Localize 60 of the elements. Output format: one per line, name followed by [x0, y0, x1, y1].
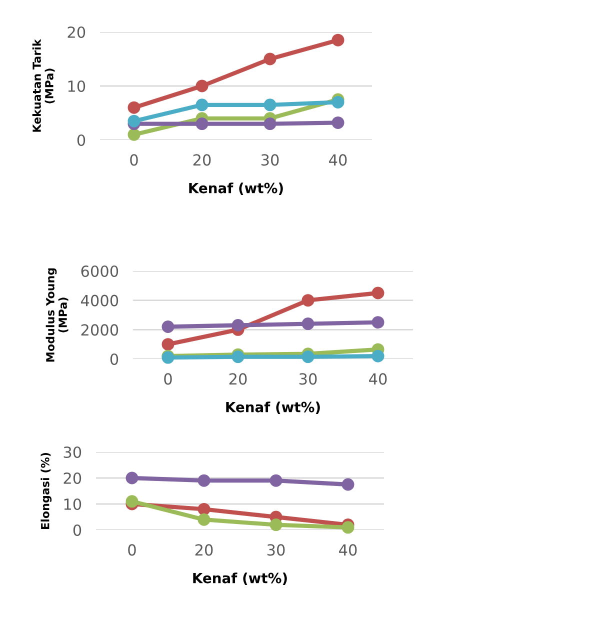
- point: [270, 474, 282, 487]
- y-tick-label: 10: [64, 498, 82, 510]
- point: [270, 518, 282, 532]
- point: [232, 350, 244, 364]
- point: [372, 350, 384, 362]
- x-tick-label: 20: [193, 154, 211, 166]
- point: [198, 513, 210, 526]
- point: [232, 319, 244, 332]
- y-tick-label: 10: [68, 80, 86, 92]
- point: [342, 478, 354, 491]
- y-tick-label: 4000: [80, 294, 118, 306]
- x-tick-label: 30: [299, 373, 317, 385]
- x-tick-label: 0: [130, 154, 138, 166]
- point: [342, 521, 354, 534]
- y-tick-label: 0: [77, 134, 86, 146]
- point: [198, 502, 210, 516]
- x-tick-label: 40: [329, 154, 347, 166]
- point: [128, 101, 140, 114]
- point: [196, 80, 208, 92]
- point: [332, 116, 344, 129]
- point: [302, 350, 314, 364]
- y-axis-title: Modulus Young (MPa): [46, 268, 68, 362]
- x-axis-title: Kenaf (wt%): [226, 402, 320, 414]
- point: [126, 472, 138, 484]
- x-tick-label: 20: [229, 373, 247, 385]
- point: [372, 316, 384, 329]
- point: [126, 495, 138, 508]
- x-tick-label: 40: [339, 544, 357, 556]
- point: [372, 286, 384, 300]
- x-axis-title: Kenaf (wt%): [189, 182, 283, 195]
- point: [264, 118, 276, 130]
- y-tick-label: 30: [64, 446, 82, 458]
- point: [264, 52, 276, 66]
- point: [128, 128, 140, 141]
- y-tick-label: 20: [68, 26, 86, 38]
- x-tick-label: 0: [164, 373, 172, 385]
- y-tick-label: 2000: [81, 324, 118, 336]
- point: [196, 118, 208, 130]
- point: [196, 98, 208, 112]
- y-tick-label: 20: [64, 472, 82, 484]
- point: [162, 338, 174, 351]
- point: [128, 114, 140, 128]
- point: [264, 98, 276, 112]
- point: [198, 474, 210, 487]
- point: [332, 96, 344, 108]
- y-axis-title: Elongasi (%): [40, 452, 52, 529]
- x-tick-label: 0: [128, 544, 136, 556]
- y-axis-title: Kekuatan Tarik (MPa): [32, 38, 55, 132]
- point: [302, 318, 314, 330]
- y-tick-label: 0: [110, 353, 118, 366]
- y-tick-label: 0: [73, 524, 82, 536]
- point: [162, 320, 174, 333]
- x-axis-title: Kenaf (wt%): [193, 572, 287, 585]
- x-tick-label: 20: [195, 544, 213, 556]
- point: [332, 34, 344, 46]
- x-tick-label: 30: [267, 544, 285, 556]
- point: [302, 294, 314, 307]
- x-tick-label: 30: [261, 154, 279, 166]
- x-tick-label: 40: [369, 373, 387, 385]
- y-tick-label: 6000: [81, 265, 118, 278]
